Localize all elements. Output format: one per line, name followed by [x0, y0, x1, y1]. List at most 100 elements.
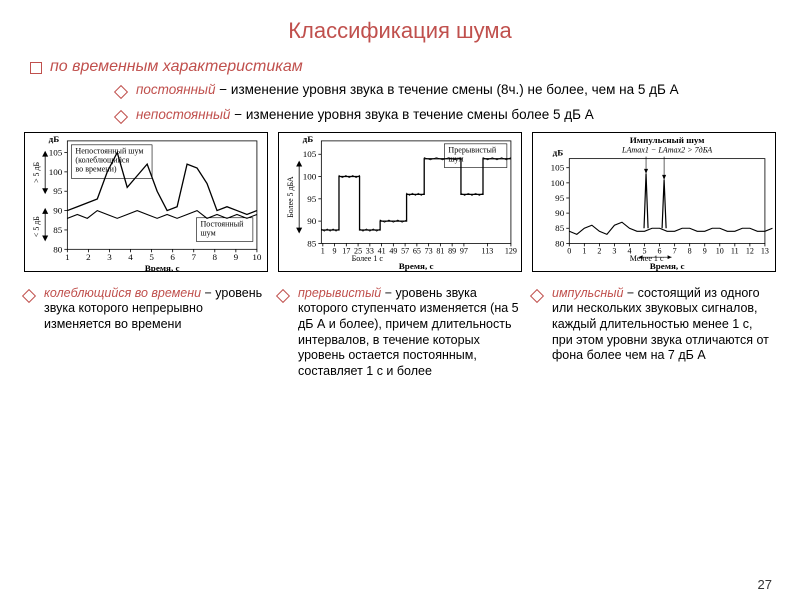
svg-text:(колеблющийся: (колеблющийся — [75, 155, 129, 164]
svg-text:11: 11 — [731, 246, 739, 255]
svg-text:81: 81 — [436, 246, 444, 255]
svg-text:105: 105 — [303, 149, 317, 159]
diamond-bullet-icon — [276, 289, 290, 303]
svg-text:65: 65 — [413, 246, 421, 255]
svg-text:85: 85 — [53, 225, 63, 235]
def-constant-text: постоянный − изменение уровня звука в те… — [136, 82, 679, 99]
bullet-lvl1: по временным характеристикам — [30, 58, 776, 82]
svg-text:LAmax1 − LAmax2 > 7дБА: LAmax1 − LAmax2 > 7дБА — [621, 146, 712, 155]
svg-text:90: 90 — [53, 205, 63, 215]
svg-text:8: 8 — [688, 246, 692, 255]
svg-text:17: 17 — [342, 246, 350, 255]
svg-text:85: 85 — [555, 223, 565, 233]
svg-text:2: 2 — [86, 252, 91, 262]
caption-3-term: импульсный — [552, 286, 623, 300]
def-constant-term: постоянный — [136, 82, 216, 97]
svg-text:49: 49 — [389, 246, 397, 255]
svg-text:13: 13 — [761, 246, 769, 255]
svg-text:73: 73 — [425, 246, 433, 255]
svg-text:90: 90 — [555, 208, 565, 218]
svg-text:5: 5 — [149, 252, 154, 262]
svg-text:Время, с: Время, с — [145, 263, 180, 271]
diamond-bullet-icon — [22, 289, 36, 303]
lvl1-text: по временным характеристикам — [50, 58, 303, 76]
svg-text:105: 105 — [551, 163, 565, 173]
svg-text:105: 105 — [49, 147, 63, 157]
svg-text:3: 3 — [107, 252, 112, 262]
caption-2-term: прерывистый — [298, 286, 381, 300]
svg-text:Время, с: Время, с — [399, 261, 434, 271]
svg-text:2: 2 — [597, 246, 601, 255]
caption-2: прерывистый − уровень звука которого сту… — [278, 286, 522, 380]
svg-text:9: 9 — [234, 252, 239, 262]
svg-text:10: 10 — [716, 246, 724, 255]
def-constant-rest: − изменение уровня звука в течение смены… — [216, 82, 679, 97]
svg-text:100: 100 — [49, 167, 63, 177]
square-bullet-icon — [30, 62, 42, 74]
svg-text:95: 95 — [53, 186, 63, 196]
svg-text:7: 7 — [191, 252, 196, 262]
svg-text:1: 1 — [321, 246, 325, 255]
caption-1-term: колеблющийся во времени — [44, 286, 201, 300]
chart-intermittent: 8590951001051917253341495765738189971131… — [278, 132, 522, 272]
svg-text:95: 95 — [307, 194, 317, 204]
svg-text:90: 90 — [307, 216, 317, 226]
svg-text:Импульсный шум: Импульсный шум — [630, 135, 705, 145]
svg-text:Непостоянный шум: Непостоянный шум — [75, 147, 143, 156]
svg-text:> 5 дБ: > 5 дБ — [32, 161, 41, 182]
svg-text:100: 100 — [551, 178, 565, 188]
svg-text:дБ: дБ — [49, 134, 60, 144]
svg-text:Более 5 дБА: Более 5 дБА — [286, 176, 295, 218]
svg-text:0: 0 — [567, 246, 571, 255]
svg-text:дБ: дБ — [553, 148, 564, 158]
svg-text:80: 80 — [555, 238, 565, 248]
svg-text:80: 80 — [53, 244, 63, 254]
svg-text:4: 4 — [128, 252, 133, 262]
def-variable-rest: − изменение уровня звука в течение смены… — [230, 107, 593, 122]
caption-1: колеблющийся во времени − уровень звука … — [24, 286, 268, 333]
svg-text:Постоянный: Постоянный — [200, 219, 244, 228]
svg-text:1: 1 — [582, 246, 586, 255]
chart-impulse: Импульсный шумLAmax1 − LAmax2 > 7дБА8085… — [532, 132, 776, 272]
chart-col-2: 8590951001051917253341495765738189971131… — [278, 132, 522, 380]
svg-text:9: 9 — [333, 246, 337, 255]
diamond-bullet-icon — [530, 289, 544, 303]
svg-text:7: 7 — [673, 246, 677, 255]
svg-text:< 5 дБ: < 5 дБ — [32, 216, 41, 237]
svg-text:89: 89 — [448, 246, 456, 255]
svg-text:10: 10 — [252, 252, 262, 262]
caption-3-text: импульсный − состоящий из одного или нес… — [552, 286, 776, 364]
svg-text:шум: шум — [200, 228, 215, 237]
svg-text:6: 6 — [170, 252, 175, 262]
caption-3: импульсный − состоящий из одного или нес… — [532, 286, 776, 364]
svg-text:Прерывистый: Прерывистый — [448, 146, 497, 155]
svg-text:12: 12 — [746, 246, 754, 255]
svg-text:85: 85 — [307, 238, 317, 248]
svg-text:95: 95 — [555, 193, 565, 203]
slide: Классификация шума по временным характер… — [0, 0, 800, 600]
diamond-bullet-icon — [114, 110, 128, 124]
def-variable-text: непостоянный − изменение уровня звука в … — [136, 107, 594, 124]
svg-text:129: 129 — [505, 246, 517, 255]
slide-title: Классификация шума — [24, 18, 776, 44]
chart-col-3: Импульсный шумLAmax1 − LAmax2 > 7дБА8085… — [532, 132, 776, 380]
charts-row: 8085909510010512345678910> 5 дБ< 5 дБдБВ… — [24, 132, 776, 380]
svg-text:113: 113 — [482, 246, 494, 255]
chart-fluctuating: 80 85 90 95 100 105 1 2 3 4 5 6 7 8 9 10 > 5 дБ < 5 дБ дБ В… — [24, 132, 268, 272]
diamond-bullet-icon — [114, 85, 128, 99]
svg-text:8: 8 — [213, 252, 218, 262]
caption-1-text: колеблющийся во времени − уровень звука … — [44, 286, 268, 333]
def-variable-term: непостоянный — [136, 107, 230, 122]
def-constant: постоянный − изменение уровня звука в те… — [116, 82, 776, 99]
page-number: 27 — [758, 577, 772, 592]
svg-text:Более 1 с: Более 1 с — [352, 254, 384, 263]
svg-text:дБ: дБ — [303, 134, 314, 144]
svg-text:1: 1 — [65, 252, 70, 262]
svg-text:57: 57 — [401, 246, 409, 255]
svg-text:Менее 1 с: Менее 1 с — [630, 254, 664, 263]
svg-text:9: 9 — [703, 246, 707, 255]
caption-2-text: прерывистый − уровень звука которого сту… — [298, 286, 522, 380]
chart-col-1: 80 85 90 95 100 105 1 2 3 4 5 6 7 8 9 10 > 5 дБ < 5 дБ дБ В… — [24, 132, 268, 380]
def-variable: непостоянный − изменение уровня звука в … — [116, 107, 776, 124]
svg-text:100: 100 — [303, 171, 317, 181]
